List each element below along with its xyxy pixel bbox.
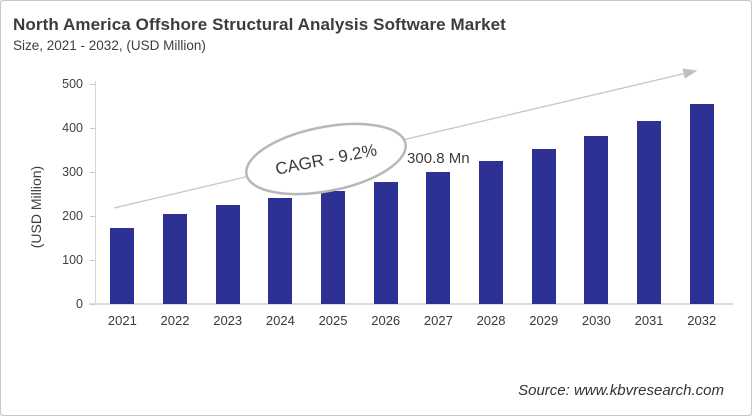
- bar-slot: [465, 84, 518, 304]
- bar-slot: [412, 84, 465, 304]
- source-credit: Source: www.kbvresearch.com: [518, 382, 724, 399]
- bar-2029: [531, 148, 556, 304]
- y-tick-mark: [90, 304, 95, 305]
- y-tick-label-200: 200: [62, 209, 83, 223]
- bar-2022: [163, 213, 187, 304]
- y-tick-mark: [90, 216, 95, 217]
- x-tick-label-2025: 2025: [318, 313, 348, 328]
- bar-2028: [479, 161, 504, 304]
- y-axis-line: [95, 81, 96, 304]
- y-tick-label-400: 400: [62, 121, 83, 135]
- y-tick-label-0: 0: [76, 297, 83, 311]
- bar-2032: [689, 103, 714, 304]
- chart-title: North America Offshore Structural Analys…: [13, 15, 506, 34]
- bar-2024: [268, 198, 293, 304]
- y-tick-label-100: 100: [62, 253, 83, 267]
- x-tick-label-2027: 2027: [423, 313, 453, 328]
- x-tick-label-2023: 2023: [213, 313, 243, 328]
- x-axis-labels: 2021 2022 2023 2024 2025 2026 2027 2028 2029 2030…: [96, 313, 728, 328]
- bar-slot: [149, 84, 202, 304]
- x-tick-label-2031: 2031: [634, 313, 664, 328]
- bar-2021: [110, 228, 135, 304]
- bar-2030: [584, 136, 609, 304]
- x-tick-label-2029: 2029: [529, 313, 559, 328]
- y-tick-mark: [90, 172, 95, 173]
- bar-slot: [570, 84, 623, 304]
- y-tick-label-500: 500: [62, 77, 83, 91]
- bar-slot: [517, 84, 570, 304]
- bar-2031: [637, 120, 662, 304]
- bar-slot: [675, 84, 728, 304]
- bar-2023: [215, 205, 240, 304]
- x-tick-label-2024: 2024: [265, 313, 295, 328]
- bar-2026: [373, 182, 398, 304]
- value-callout-2027: 300.8 Mn: [407, 149, 470, 167]
- y-tick-mark: [90, 84, 95, 85]
- bar-2027: [426, 171, 451, 304]
- chart-header: North America Offshore Structural Analys…: [13, 14, 506, 55]
- x-tick-label-2026: 2026: [371, 313, 401, 328]
- y-tick-label-300: 300: [62, 165, 83, 179]
- x-tick-label-2021: 2021: [107, 313, 137, 328]
- x-tick-label-2028: 2028: [476, 313, 506, 328]
- bar-slot: [254, 84, 307, 304]
- bar-2025: [321, 190, 346, 304]
- x-tick-label-2032: 2032: [687, 313, 717, 328]
- x-tick-label-2022: 2022: [160, 313, 190, 328]
- x-tick-label-2030: 2030: [581, 313, 611, 328]
- bar-slot: [359, 84, 412, 304]
- bar-slot: [96, 84, 149, 304]
- bar-slot: [201, 84, 254, 304]
- chart-subtitle: Size, 2021 - 2032, (USD Million): [13, 38, 206, 53]
- bar-slot: [307, 84, 360, 304]
- bar-series: [96, 84, 728, 304]
- y-tick-mark: [90, 260, 95, 261]
- bar-slot: [623, 84, 676, 304]
- y-tick-mark: [90, 128, 95, 129]
- x-axis-line: [89, 303, 733, 305]
